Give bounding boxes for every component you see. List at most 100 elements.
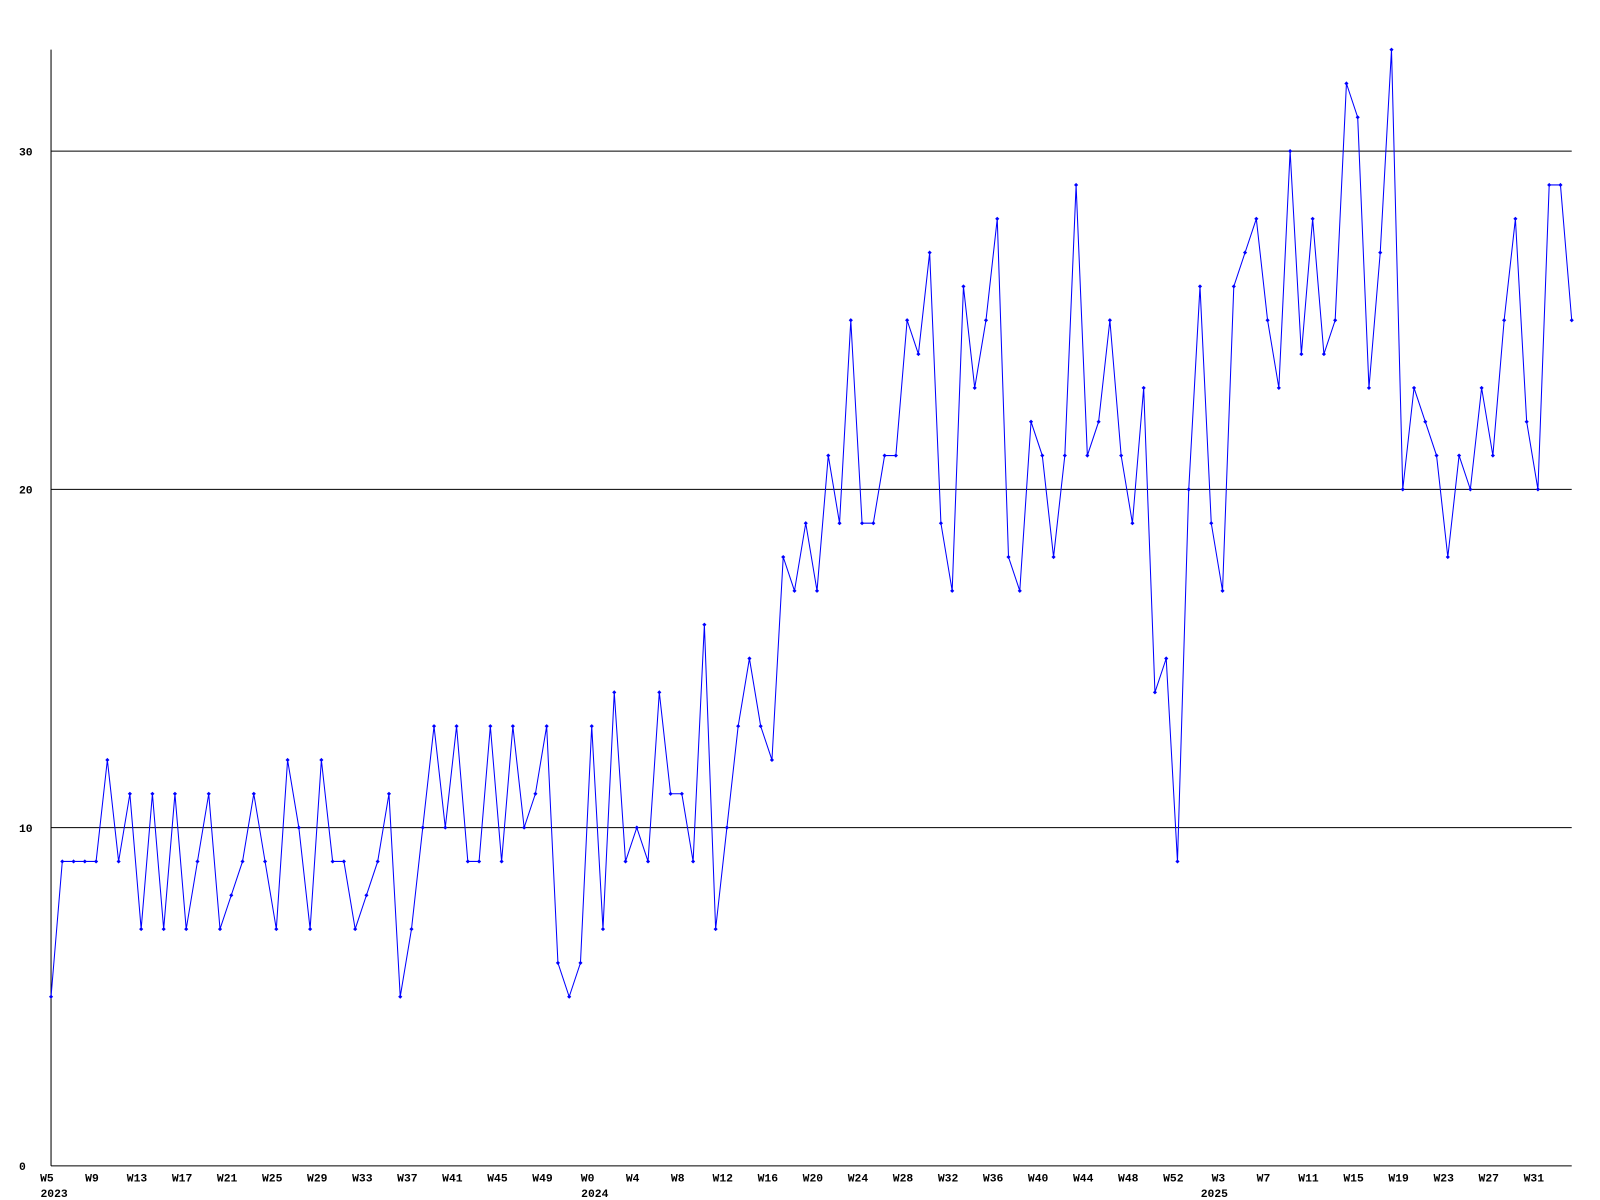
data-point [803, 521, 808, 526]
x-tick-label: W13 [127, 1173, 148, 1185]
data-point [769, 757, 775, 763]
data-point [781, 554, 786, 560]
data-point [837, 521, 842, 526]
data-point [1344, 81, 1349, 86]
data-point [1502, 318, 1507, 323]
data-point [375, 859, 380, 864]
data-point [950, 588, 955, 593]
data-point [1468, 487, 1473, 492]
data-point [1299, 352, 1304, 357]
data-point [1400, 487, 1405, 492]
data-point [477, 859, 482, 864]
data-point [578, 960, 583, 965]
data-point [916, 352, 921, 357]
data-point [1209, 521, 1214, 526]
data-point [82, 859, 87, 864]
x-tick-label: W16 [758, 1173, 779, 1185]
data-point [465, 859, 470, 864]
data-point [206, 791, 211, 796]
data-point [1096, 419, 1101, 424]
data-point [747, 656, 752, 661]
data-point [1310, 216, 1315, 221]
data-point [927, 250, 932, 255]
data-point [48, 994, 54, 999]
data-point [860, 521, 865, 526]
data-point [634, 825, 639, 830]
x-tick-label: W24 [848, 1173, 869, 1185]
x-tick-label: W23 [1433, 1173, 1454, 1185]
x-tick-label: W5 [40, 1173, 54, 1185]
x-tick-label: W3 [1212, 1173, 1226, 1185]
data-point [668, 791, 673, 796]
data-point [826, 453, 831, 458]
data-point [533, 791, 538, 796]
data-point [1107, 318, 1112, 323]
data-point [420, 825, 425, 830]
data-point [1164, 656, 1169, 661]
data-point [905, 318, 910, 323]
data-point [1479, 385, 1484, 390]
data-point [353, 927, 358, 932]
data-point [296, 825, 301, 830]
data-point [60, 859, 65, 864]
data-point [702, 622, 707, 627]
y-tick-label: 10 [19, 824, 33, 836]
x-tick-label: W45 [487, 1173, 508, 1185]
data-point [229, 893, 234, 898]
data-point [443, 825, 448, 830]
x-tick-label: W31 [1524, 1173, 1545, 1185]
data-point [1152, 690, 1158, 695]
data-point [1288, 149, 1293, 154]
data-point [1175, 859, 1180, 864]
x-tick-label: W44 [1073, 1173, 1094, 1185]
data-point [567, 994, 572, 999]
x-tick-label: W0 [581, 1173, 595, 1185]
data-point [1254, 216, 1259, 221]
data-point [116, 859, 121, 864]
data-point [1062, 453, 1067, 458]
data-point [1434, 453, 1439, 458]
data-point [488, 724, 493, 729]
data-point [319, 757, 324, 763]
data-point [1490, 453, 1495, 458]
data-point [510, 724, 515, 729]
data-point [195, 859, 200, 864]
data-point [398, 994, 403, 999]
data-point [308, 927, 313, 932]
data-point [1366, 385, 1372, 390]
data-point [341, 859, 346, 864]
data-point [1333, 318, 1338, 323]
data-point [724, 825, 729, 830]
data-point [1119, 453, 1124, 458]
data-point [251, 791, 256, 796]
data-point [623, 859, 628, 864]
data-point [1141, 385, 1146, 390]
data-point [274, 927, 279, 932]
x-year-label: 2025 [1201, 1189, 1228, 1200]
data-point [893, 453, 898, 458]
data-point [409, 927, 414, 932]
data-point [736, 724, 741, 729]
x-tick-label: W32 [938, 1173, 959, 1185]
data-point [71, 859, 76, 864]
data-point [1265, 318, 1270, 323]
data-point [364, 893, 369, 898]
y-tick-label: 0 [19, 1162, 26, 1174]
x-tick-label: W41 [442, 1173, 463, 1185]
x-tick-label: W37 [397, 1173, 418, 1185]
data-point [691, 859, 696, 864]
data-point [848, 318, 853, 323]
data-point [555, 960, 560, 965]
data-point [1130, 521, 1135, 526]
data-point [792, 588, 797, 593]
y-tick-label: 30 [19, 147, 33, 159]
data-point [758, 724, 763, 729]
data-point [1085, 453, 1090, 458]
x-tick-label: W40 [1028, 1173, 1049, 1185]
data-point [240, 859, 245, 864]
data-point [1197, 284, 1203, 289]
data-point [1423, 419, 1428, 424]
data-point [184, 927, 189, 932]
y-tick-label: 20 [19, 486, 33, 498]
data-point [1028, 419, 1034, 424]
